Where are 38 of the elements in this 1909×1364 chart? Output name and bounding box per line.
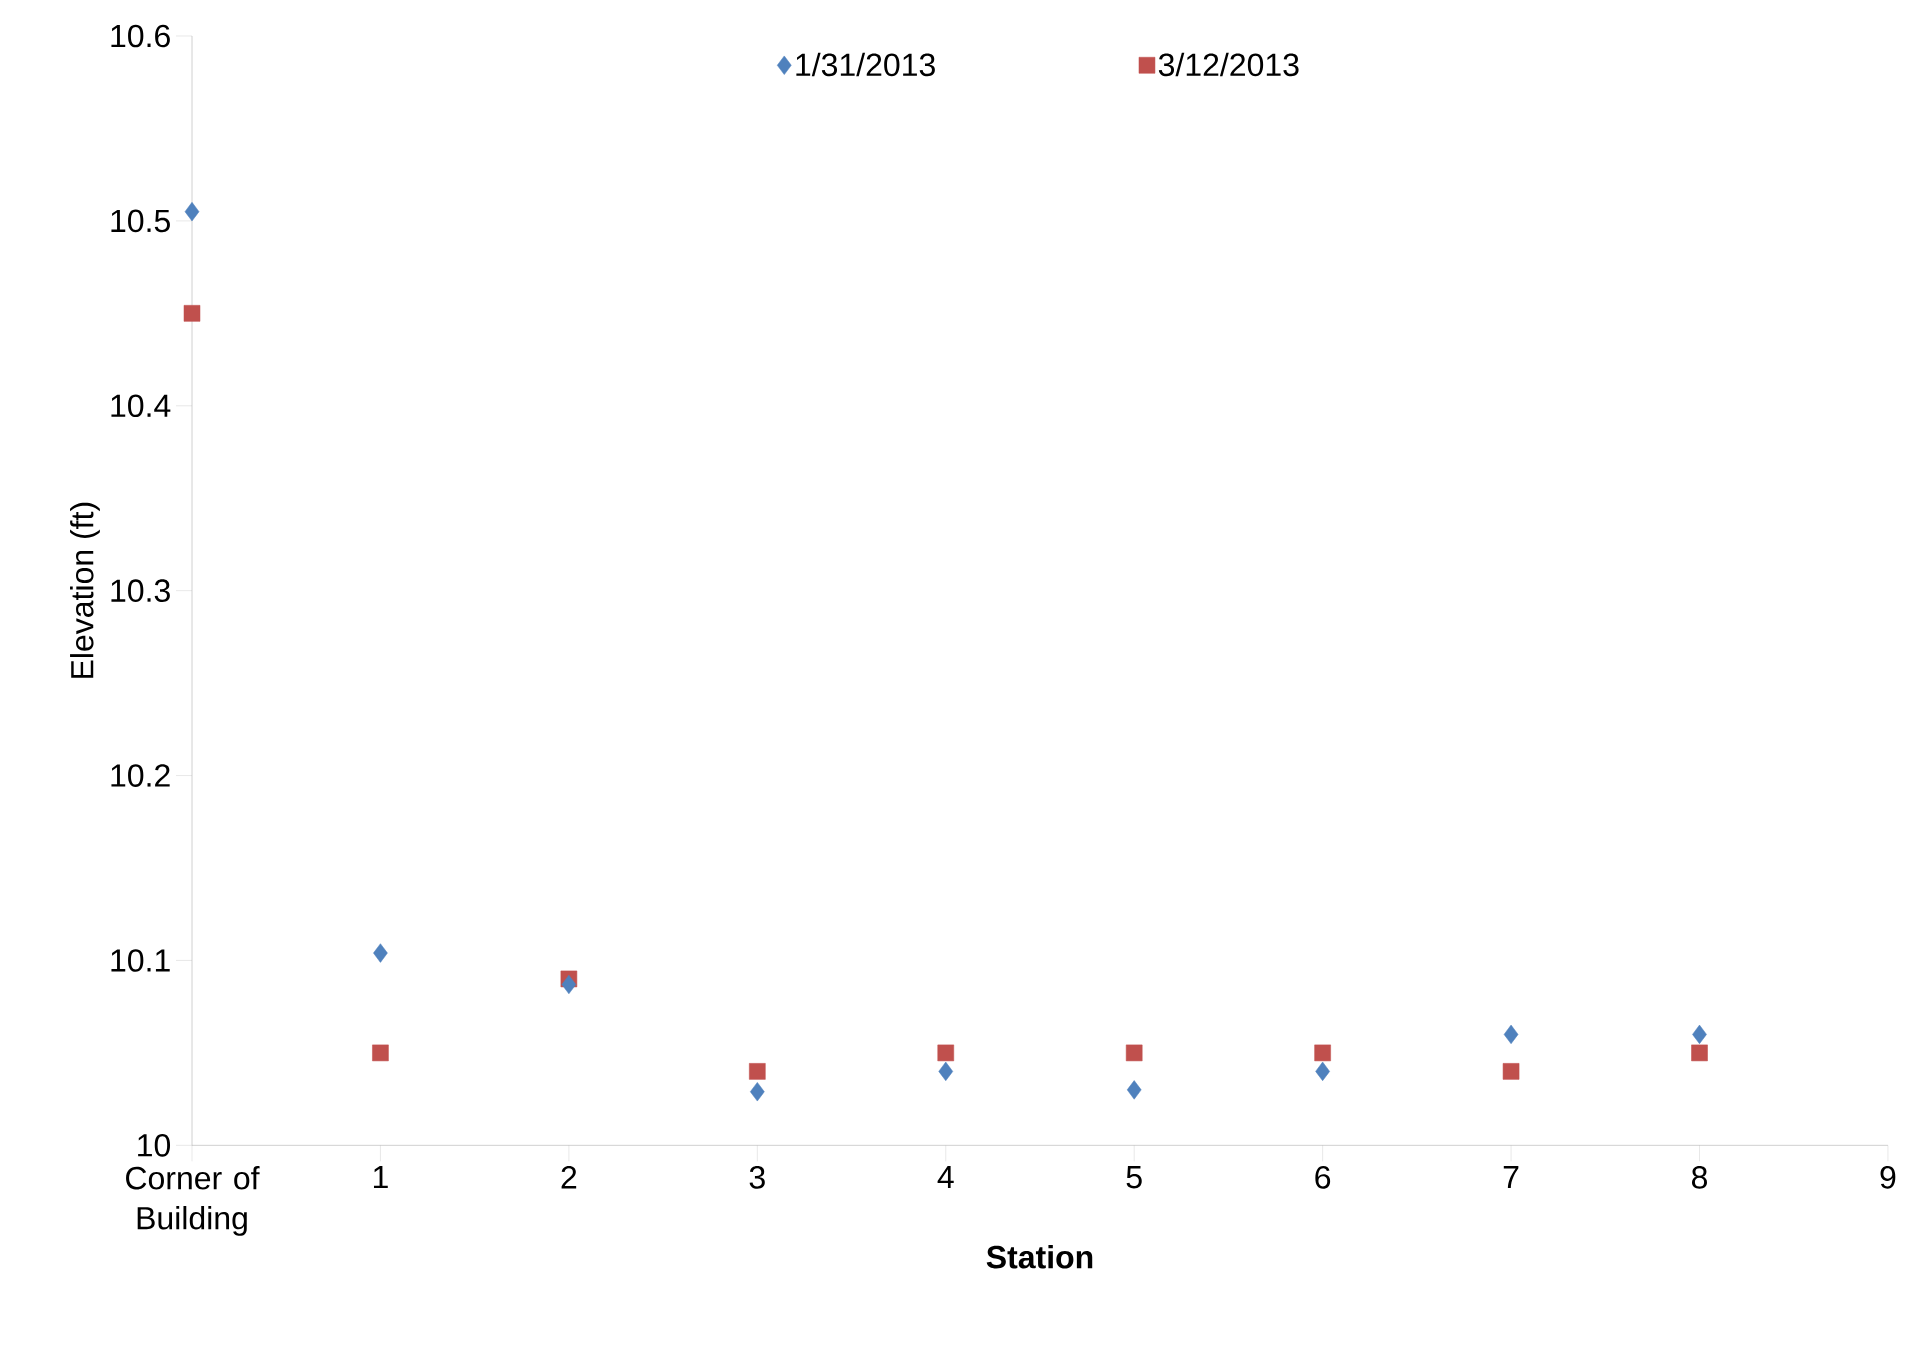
legend-label: 3/12/2013 [1158,52,1299,77]
point [1314,1044,1331,1062]
point [1125,1044,1143,1062]
point [183,305,201,322]
point [937,1044,955,1062]
y-tick-label: 10.3 [111,579,170,602]
x-tick-label: 3 [749,1166,765,1189]
y-tick-label: 10 [138,1134,171,1157]
point [1692,1024,1707,1045]
legend-label: 1/31/2013 [796,52,935,77]
y-tick-label: 10.5 [111,209,170,233]
y-tick-label: 10.4 [111,394,171,418]
point [561,974,577,995]
point [372,1044,389,1062]
y-tick-label: 10.2 [111,764,170,787]
y-tick-label: 10.6 [111,24,170,48]
x-tick-label: 4 [937,1166,954,1189]
x-tick-label: Corner of Building [126,1166,260,1236]
point [1126,1080,1142,1100]
x-axis-title: Station [986,1245,1093,1269]
x-tick-label: 6 [1315,1166,1331,1189]
point [1315,1061,1330,1081]
point [749,1063,766,1080]
point [373,943,388,963]
x-tick-label: 8 [1691,1166,1707,1189]
y-tick-label: 10.1 [111,949,170,972]
point [1691,1044,1708,1062]
x-tick-label: 5 [1126,1166,1142,1189]
point [1502,1063,1520,1080]
x-tick-label: 2 [561,1166,577,1189]
point [184,202,200,222]
point [750,1082,765,1102]
y-axis-title: Elevation (ft) [70,502,100,678]
point [938,1061,954,1081]
x-tick-label: 9 [1880,1166,1896,1189]
x-tick-label: 1 [373,1166,388,1189]
point [1503,1024,1519,1045]
x-tick-label: 7 [1503,1166,1519,1189]
